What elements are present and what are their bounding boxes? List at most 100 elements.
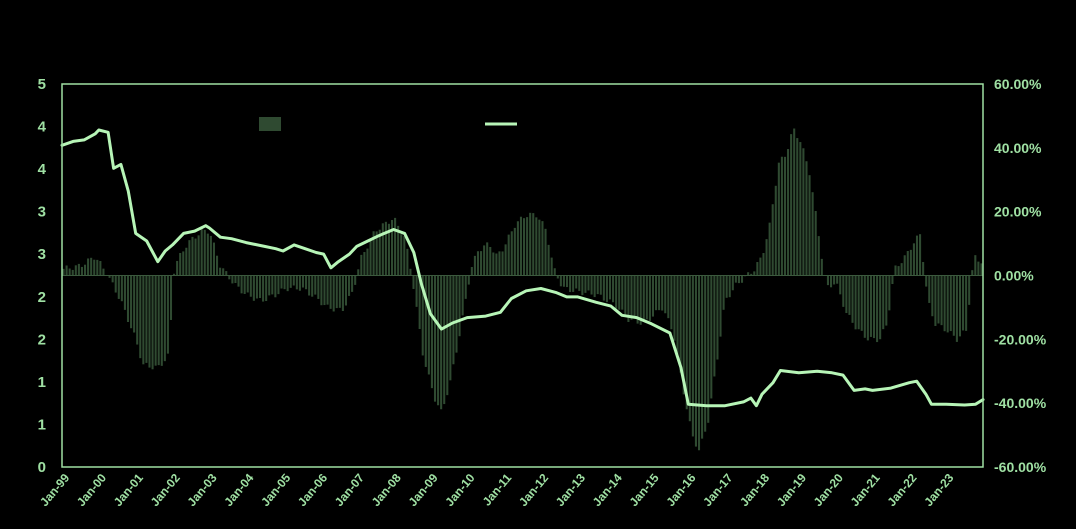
yoy-bar [737,275,740,284]
y-right-tick-label: 0.00% [994,268,1034,284]
yoy-bar [799,142,802,276]
yoy-bar [335,275,338,309]
yoy-bar [590,275,593,295]
yoy-bar [915,235,919,276]
yoy-bar [780,156,783,276]
yoy-bar [308,275,311,296]
y-right-tick-label: 60.00% [994,76,1042,92]
yoy-bar [553,268,556,276]
y-left-tick-label: 2 [38,331,46,348]
yoy-bar [925,275,928,287]
yoy-bar [504,244,507,276]
yoy-bar [747,272,750,276]
legend-line-label: Annualised Production (LHS) [522,117,744,134]
yoy-bar [74,265,77,276]
yoy-bar [415,275,418,307]
y-left-tick-label: 2 [38,289,46,306]
yoy-bar [790,134,793,276]
yoy-bar [344,275,348,306]
yoy-bar [403,236,406,276]
yoy-bar [231,275,234,284]
yoy-bar [845,275,848,314]
yoy-bar [130,275,133,329]
yoy-bar [605,275,608,303]
yoy-bar [670,275,673,330]
yoy-bar [734,275,737,283]
yoy-bar [955,275,958,342]
yoy-bar [77,263,80,276]
yoy-bar [495,253,498,276]
yoy-bar [455,275,458,353]
yoy-bar [394,217,397,276]
yoy-bar [544,228,547,276]
yoy-bar [209,235,212,276]
yoy-bar [157,275,160,366]
yoy-bar [676,275,679,355]
yoy-bar [252,275,255,301]
yoy-bar [185,247,188,276]
yoy-bar [728,275,731,298]
yoy-bar [360,254,363,276]
yoy-bar [212,242,215,276]
yoy-bar [885,275,888,326]
yoy-bar [826,275,829,286]
yoy-bar [418,275,421,330]
yoy-bar [384,221,387,276]
yoy-bar [323,275,326,306]
yoy-bar [258,275,262,299]
yoy-bar [587,275,590,291]
yoy-bar [581,275,584,296]
yoy-bar [599,275,602,295]
yoy-bar [541,221,544,276]
yoy-bar [409,268,412,276]
yoy-bar [381,223,384,276]
yoy-bar [357,269,360,276]
yoy-bar [872,275,876,339]
yoy-bar [894,265,897,276]
y-right-tick-label: 20.00% [994,204,1042,220]
yoy-bar [943,275,946,332]
yoy-bar [572,275,575,292]
yoy-bar [372,231,375,276]
yoy-bar [305,275,308,290]
yoy-bar [817,236,820,276]
yoy-bar [179,253,182,276]
yoy-bar [169,275,173,320]
yoy-bar [796,138,799,276]
y-left-axis-label: Tonnes [27,45,76,61]
yoy-bar [879,275,882,340]
yoy-bar [400,234,403,276]
yoy-bar [526,217,529,276]
yoy-bar [295,275,298,290]
yoy-bar [556,275,559,279]
annualised-production-line [60,128,985,408]
yoy-bar [869,275,872,337]
yoy-bar [565,275,569,288]
yoy-bar [320,275,323,306]
yoy-bar [667,275,670,319]
yoy-bar [768,222,771,276]
yoy-bar [246,275,249,293]
yoy-bar [96,259,99,276]
yoy-bar [808,175,811,276]
yoy-bar [467,275,470,285]
y-left-ticks: 5 4 4 3 3 2 2 1 1 0 [38,76,47,476]
yoy-bar [148,275,151,368]
yoy-bar [262,275,265,302]
yoy-bar [311,275,314,297]
y-right-ticks: 60.00% 40.00% 20.00% 0.00% -20.00% -40.00% -60… [994,76,1047,475]
yoy-bar [820,258,823,276]
yoy-bar [694,275,697,447]
yoy-bar [658,275,661,311]
yoy-bar [876,275,879,343]
y-right-tick-label: 40.00% [994,140,1042,156]
yoy-bar [111,275,114,283]
yoy-bar [691,275,694,437]
yoy-bar [243,275,246,294]
yoy-bar [406,248,409,276]
yoy-bar [440,275,443,410]
yoy-bar [519,216,522,276]
yoy-bar [909,249,912,276]
yoy-bar [90,257,93,276]
